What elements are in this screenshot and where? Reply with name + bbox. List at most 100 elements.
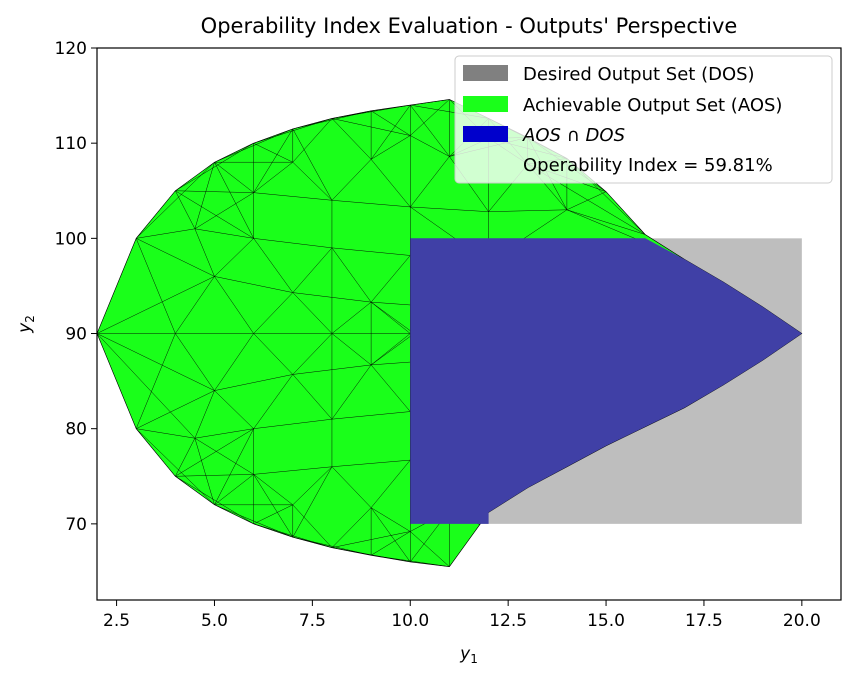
intersection-region bbox=[410, 238, 802, 524]
y-axis-label: y2 bbox=[15, 315, 37, 334]
y-tick-label: 70 bbox=[65, 515, 87, 535]
aos-mesh-edge bbox=[370, 531, 411, 556]
aos-mesh-edge bbox=[214, 238, 254, 277]
aos-mesh-edge bbox=[410, 206, 489, 212]
aos-mesh-edge bbox=[370, 364, 411, 412]
aos-mesh-edge bbox=[370, 333, 411, 366]
y-axis: 70 80 90 100 110 120 bbox=[55, 39, 97, 535]
aos-mesh-edge bbox=[175, 190, 196, 229]
aos-mesh-edge bbox=[136, 228, 195, 239]
aos-mesh-edge bbox=[370, 507, 411, 532]
aos-mesh-edge bbox=[331, 247, 372, 303]
aos-mesh-edge bbox=[175, 428, 254, 477]
aos-mesh-edge bbox=[253, 128, 293, 193]
x-tick-label: 10.0 bbox=[391, 611, 429, 631]
aos-mesh-edge bbox=[136, 390, 215, 429]
aos-mesh-edge bbox=[253, 474, 293, 538]
aos-mesh-edge bbox=[214, 276, 254, 334]
aos-mesh-edge bbox=[214, 504, 293, 538]
aos-mesh-edge bbox=[135, 333, 176, 429]
aos-mesh-edge bbox=[214, 162, 254, 193]
aos-mesh-edge bbox=[331, 301, 372, 334]
x-axis: 2.5 5.0 7.5 10.0 12.5 15.0 17.5 20.0 bbox=[103, 600, 821, 631]
aos-mesh-edge bbox=[370, 301, 411, 334]
aos-mesh-edge bbox=[331, 159, 372, 201]
aos-mesh-edge bbox=[97, 333, 215, 391]
aos-mesh-edge bbox=[331, 547, 372, 556]
aos-mesh-edge bbox=[194, 438, 215, 505]
aos-mesh-edge bbox=[214, 333, 254, 391]
plot-frame bbox=[96, 47, 842, 601]
aos-mesh-edge bbox=[194, 438, 254, 475]
aos-mesh-edge bbox=[135, 238, 176, 334]
aos-mesh-edge bbox=[370, 159, 411, 208]
aos-mesh-edge bbox=[97, 333, 196, 439]
aos-mesh-edge bbox=[331, 333, 372, 366]
legend-label-dos: Desired Output Set (DOS) bbox=[523, 64, 755, 85]
y-tick-label: 100 bbox=[55, 229, 87, 249]
aos-mesh-edge bbox=[370, 255, 411, 303]
aos-mesh-edge bbox=[370, 459, 411, 508]
aos-mesh-edge bbox=[253, 142, 293, 163]
aos-mesh-edge bbox=[292, 292, 333, 334]
aos-mesh-edge bbox=[253, 192, 332, 201]
aos-mesh-edge bbox=[253, 474, 293, 506]
aos-mesh-edge bbox=[253, 238, 293, 293]
aos-mesh-edge bbox=[331, 200, 411, 208]
aos-mesh-edge bbox=[566, 209, 646, 235]
legend-label-operability-index: Operability Index = 59.81% bbox=[523, 155, 773, 176]
aos-mesh-edge bbox=[175, 190, 254, 239]
aos-mesh-edge bbox=[370, 104, 411, 160]
x-tick-label: 2.5 bbox=[103, 611, 130, 631]
aos-mesh-edge bbox=[175, 474, 254, 477]
aos-mesh-edge bbox=[136, 428, 195, 439]
aos-mesh-edge bbox=[253, 504, 293, 525]
aos-mesh-edge bbox=[331, 531, 411, 548]
aos-mesh-edge bbox=[175, 333, 215, 391]
aos-mesh-edge bbox=[194, 428, 254, 439]
x-axis-label: y1 bbox=[459, 644, 478, 666]
plot-area bbox=[97, 99, 803, 568]
aos-mesh-edge bbox=[605, 191, 646, 235]
aos-mesh-edge bbox=[292, 466, 333, 505]
aos-mesh-edge bbox=[370, 110, 411, 136]
aos-mesh-edge bbox=[253, 523, 333, 548]
aos-mesh-edge bbox=[410, 156, 450, 208]
aos-mesh-edge bbox=[214, 474, 254, 506]
y-tick-label: 110 bbox=[55, 134, 87, 154]
aos-mesh-edge bbox=[410, 99, 450, 136]
legend-label-aos: Achievable Output Set (AOS) bbox=[523, 95, 782, 116]
aos-mesh-edge bbox=[370, 507, 411, 563]
aos-mesh-edge bbox=[194, 192, 254, 230]
aos-mesh-edge bbox=[214, 162, 254, 239]
aos-mesh-edge bbox=[410, 531, 450, 567]
aos-mesh-edge bbox=[136, 238, 215, 277]
aos-mesh-edge bbox=[253, 162, 293, 193]
aos-mesh-edge bbox=[292, 333, 333, 375]
aos-mesh-edge bbox=[292, 118, 333, 163]
aos-mesh-edge bbox=[331, 507, 372, 548]
y-tick-label: 80 bbox=[65, 420, 87, 440]
aos-mesh-edge bbox=[253, 238, 332, 249]
aos-mesh-edge bbox=[410, 135, 450, 157]
aos-mesh-edge bbox=[410, 104, 450, 157]
aos-mesh-edge bbox=[136, 428, 215, 505]
x-tick-label: 5.0 bbox=[201, 611, 228, 631]
aos-mesh-edge bbox=[253, 292, 293, 334]
aos-mesh-edge bbox=[97, 276, 215, 334]
aos-mesh-edge bbox=[292, 162, 333, 201]
aos-mesh-edge bbox=[370, 135, 411, 160]
aos-mesh-edge bbox=[175, 476, 254, 525]
intersection-layer bbox=[410, 238, 802, 524]
y-tick-label: 120 bbox=[55, 39, 87, 59]
x-tick-label: 15.0 bbox=[587, 611, 625, 631]
aos-mesh-edge bbox=[292, 247, 333, 293]
x-tick-label: 12.5 bbox=[489, 611, 527, 631]
y-tick-label: 90 bbox=[65, 325, 87, 345]
aos-mesh-edge bbox=[175, 276, 215, 334]
aos-mesh-edge bbox=[292, 536, 372, 556]
x-tick-label: 20.0 bbox=[783, 611, 821, 631]
aos-mesh-edge bbox=[292, 536, 333, 548]
aos-mesh-edge bbox=[253, 333, 293, 375]
